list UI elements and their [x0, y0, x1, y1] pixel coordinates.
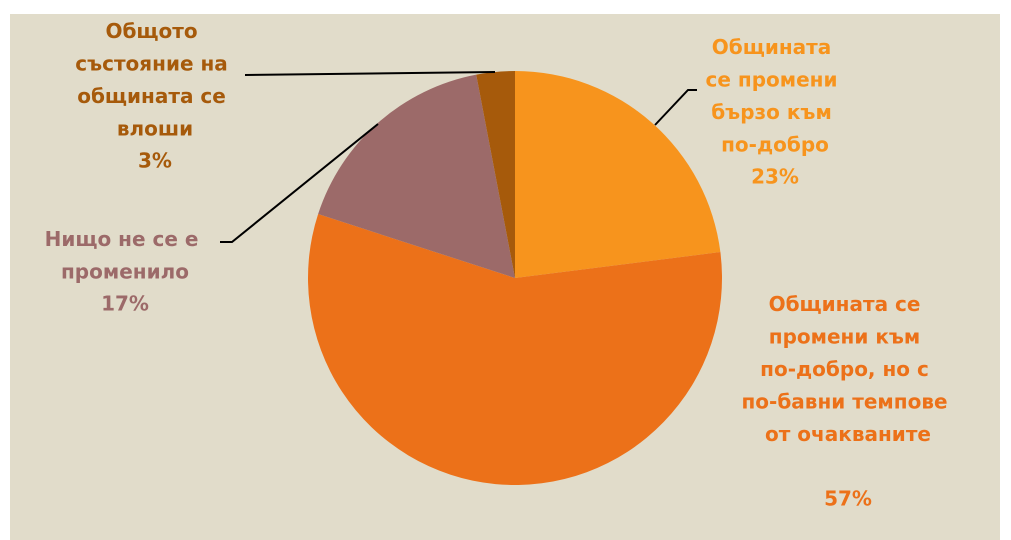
label-line: промени към	[769, 324, 928, 348]
label-line: Нищо не се е	[45, 227, 206, 251]
value-label: 17%	[101, 292, 149, 316]
data-label: Общото състояние на общината се влоши	[75, 19, 235, 141]
label-line: състояние на	[75, 51, 235, 75]
value-label: 3%	[138, 149, 172, 173]
value-label: 57%	[824, 487, 872, 511]
label-line: по-бавни темпове	[741, 389, 954, 413]
label-line: от очакваните	[765, 422, 931, 446]
value-label: 23%	[751, 165, 799, 189]
label-line: Общината се	[769, 292, 928, 316]
label-line: се промени	[706, 67, 845, 91]
leader-line	[654, 89, 697, 126]
label-line: Общото	[105, 19, 204, 43]
data-label: Нищо не се е променило	[45, 227, 206, 284]
pie-slice	[476, 71, 515, 278]
label-line: променило	[61, 259, 189, 283]
pie-slice	[318, 74, 515, 279]
data-label: Общината се промени бързо към по-добро	[706, 35, 845, 157]
label-line: по-добро, но с	[760, 357, 936, 381]
leader-line	[220, 123, 379, 243]
pie-slice	[515, 71, 721, 278]
pie-slice	[308, 214, 722, 485]
leader-line	[244, 71, 496, 76]
data-label: Общината се промени към по-добро, но с п…	[741, 292, 954, 446]
label-line: бързо към	[711, 100, 839, 124]
label-line: Общината	[712, 35, 838, 59]
label-line: влоши	[117, 116, 193, 140]
label-line: общината се	[77, 84, 233, 108]
label-line: по-добро	[721, 132, 829, 156]
